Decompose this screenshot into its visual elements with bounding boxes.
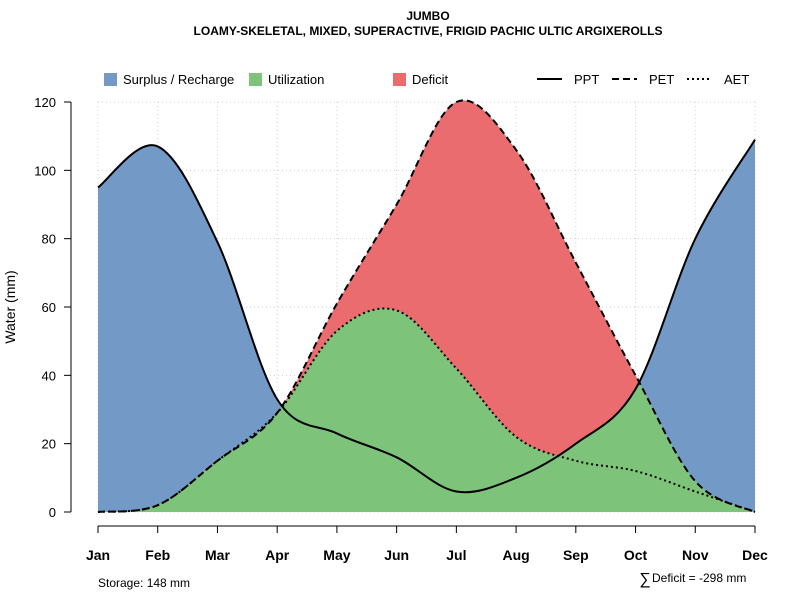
y-tick-label-5: 100	[34, 163, 56, 178]
x-tick-label-nov: Nov	[682, 547, 709, 563]
series-line-pet	[97, 99, 756, 513]
deficit-area	[98, 100, 755, 512]
x-tick-label-feb: Feb	[145, 547, 170, 563]
y-ticks: 0 20 40 60 80 100 120	[34, 95, 71, 520]
legend-label-ppt: PPT	[574, 72, 599, 87]
legend-label-deficit: Deficit	[412, 72, 449, 87]
legend-label-pet: PET	[649, 72, 674, 87]
sum-symbol: ∑	[639, 571, 650, 588]
legend-swatch-surplus	[104, 73, 117, 86]
y-tick-label-0: 0	[49, 505, 56, 520]
x-tick-label-apr: Apr	[265, 547, 290, 563]
x-tick-label-jan: Jan	[86, 547, 110, 563]
x-tick-label-sep: Sep	[563, 547, 589, 563]
x-tick-label-may: May	[323, 547, 350, 563]
x-ticks: Jan Feb Mar Apr May Jun Jul Aug Sep Oct Nov Dec	[86, 526, 768, 563]
surplus-recharge-area	[98, 139, 755, 513]
x-tick-label-jun: Jun	[384, 547, 409, 563]
series-line-aet	[97, 307, 756, 513]
y-tick-label-3: 60	[42, 300, 56, 315]
legend-label-surplus: Surplus / Recharge	[123, 72, 234, 87]
legend-label-aet: AET	[724, 72, 749, 87]
legend-label-utilization: Utilization	[268, 72, 324, 87]
storage-text: Storage: 148 mm	[98, 576, 190, 590]
y-tick-label-1: 20	[42, 437, 56, 452]
x-tick-label-dec: Dec	[742, 547, 768, 563]
chart-subtitle: LOAMY-SKELETAL, MIXED, SUPERACTIVE, FRIG…	[194, 24, 663, 38]
legend: Surplus / Recharge Utilization Deficit P…	[104, 72, 749, 87]
chart-title: JUMBO	[406, 9, 449, 23]
deficit-text: Deficit = -298 mm	[652, 571, 746, 585]
x-tick-label-mar: Mar	[205, 547, 230, 563]
area-layer	[98, 100, 755, 513]
y-tick-label-4: 80	[42, 232, 56, 247]
x-tick-label-oct: Oct	[624, 547, 648, 563]
y-tick-label-6: 120	[34, 95, 56, 110]
x-tick-label-aug: Aug	[502, 547, 529, 563]
x-tick-label-jul: Jul	[446, 547, 466, 563]
series-lines	[97, 99, 756, 513]
legend-swatch-deficit	[393, 73, 406, 86]
series-line-ppt	[97, 139, 756, 494]
y-axis-label: Water (mm)	[2, 270, 18, 343]
y-tick-label-2: 40	[42, 368, 56, 383]
legend-swatch-utilization	[249, 73, 262, 86]
